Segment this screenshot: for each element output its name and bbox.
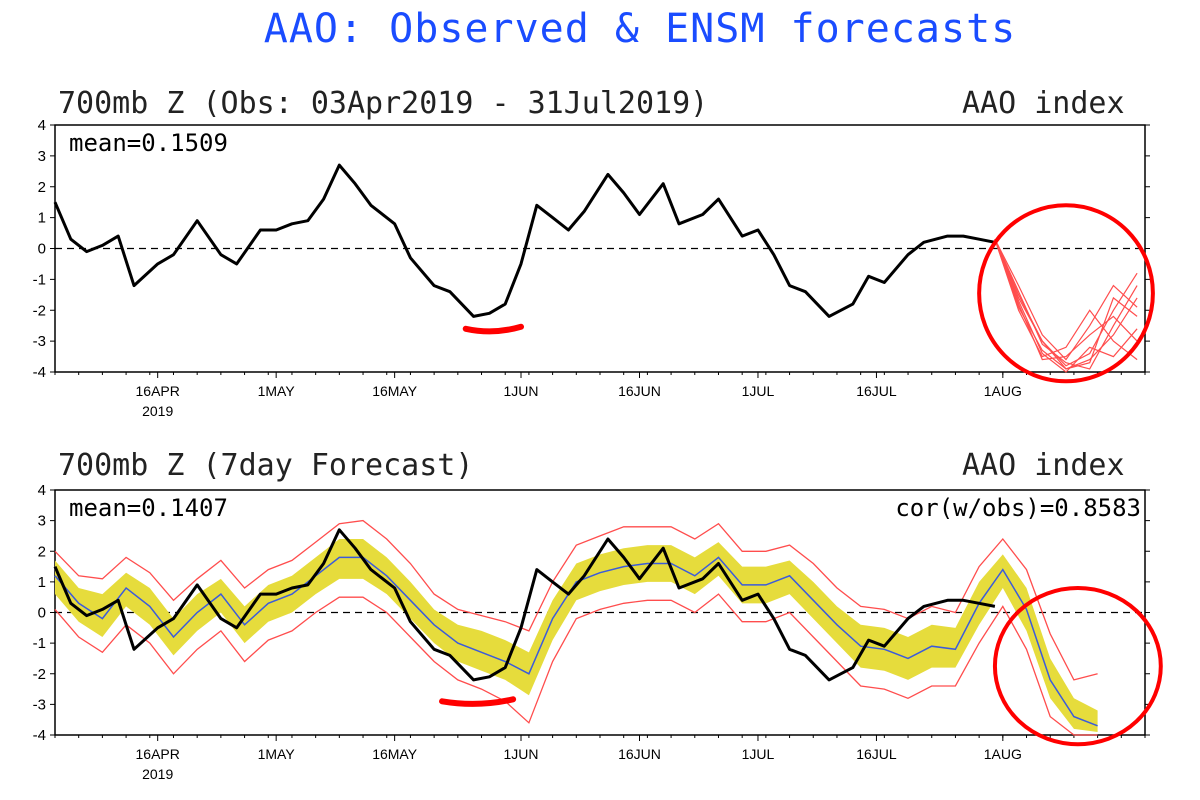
ensemble-member-line (994, 238, 1138, 361)
y-tick-label: -1 (33, 635, 46, 652)
x-tick-label: 16MAY (372, 383, 418, 399)
ensemble-member-line (994, 238, 1138, 370)
x-tick-label: 16APR (136, 383, 180, 399)
observed-line (53, 528, 996, 682)
observed-line (53, 163, 996, 318)
y-tick-label: 3 (38, 148, 46, 165)
annotation-underline (439, 696, 517, 707)
panel-1: 4 3 2 1 0 -1 -2 -3 -4 16APR 2019 1MAY 16MAY 1JUN 16JUN… (33, 117, 1155, 419)
main-title: AAO: Observed & ENSM forecasts (263, 6, 1017, 52)
x-tick-label: 16JUL (856, 746, 897, 762)
x-tick-label: 1JUN (504, 746, 539, 762)
y-tick-label: 0 (38, 241, 46, 258)
mean-label: mean=0.1509 (69, 129, 228, 157)
y-tick-label: -3 (33, 696, 46, 713)
y-tick-label: -4 (33, 727, 46, 744)
mean-label: mean=0.1407 (69, 494, 228, 522)
ensemble-member-line (994, 238, 1138, 370)
x-tick-label: 16APR (136, 746, 180, 762)
x-tick-label: 1JUL (742, 383, 775, 399)
y-tick-label: -1 (33, 271, 46, 288)
y-tick-label: -2 (33, 666, 46, 683)
ensemble-min-line (54, 593, 1098, 736)
ensemble-member-line (994, 238, 1138, 361)
ensemble-band (55, 539, 1098, 732)
y-tick-label: 2 (38, 179, 46, 196)
correlation-label: cor(w/obs)=0.8583 (895, 494, 1141, 522)
y-tick-label: 2 (38, 543, 46, 560)
y-tick-label: 1 (38, 210, 46, 227)
x-tick-label: 1JUN (504, 383, 539, 399)
y-tick-label: 0 (38, 605, 46, 622)
y-tick-label: 4 (38, 482, 46, 499)
y-tick-label: 1 (38, 574, 46, 591)
x-tick-sublabel: 2019 (142, 766, 173, 782)
ensemble-member-line (994, 238, 1138, 367)
y-tick-label: 3 (38, 513, 46, 530)
x-tick-label: 16JUL (856, 383, 897, 399)
y-tick-label: -3 (33, 333, 46, 350)
panel1-right-label: AAO index (962, 86, 1125, 121)
x-tick-label: 1MAY (258, 383, 296, 399)
panel-2: 4 3 2 1 0 -1 -2 -3 -4 16APR 2019 1MAY 16MAY 1JUN 16JUN… (33, 482, 1163, 782)
y-tick-label: -4 (33, 364, 46, 381)
ensemble-mean-line (54, 556, 1098, 727)
annotation-circle (992, 586, 1163, 747)
x-tick-label: 1AUG (984, 746, 1022, 762)
x-tick-label: 1AUG (984, 383, 1022, 399)
ensemble-member-line (994, 238, 1138, 373)
x-tick-sublabel: 2019 (142, 403, 173, 419)
ensemble-member-line (994, 239, 1138, 361)
x-tick-label: 16JUN (618, 746, 661, 762)
ensemble-max-line (54, 519, 1098, 681)
annotation-circle (977, 203, 1155, 384)
panel2-right-label: AAO index (962, 448, 1125, 483)
y-tick-label: -2 (33, 302, 46, 319)
x-tick-label: 16JUN (618, 383, 661, 399)
panel2-title: 700mb Z (7day Forecast) (58, 448, 474, 483)
x-tick-label: 1MAY (258, 746, 296, 762)
panel1-title: 700mb Z (Obs: 03Apr2019 - 31Jul2019) (58, 86, 709, 121)
y-tick-label: 4 (38, 117, 46, 134)
x-tick-label: 16MAY (372, 746, 418, 762)
annotation-underline (462, 323, 525, 335)
x-tick-label: 1JUL (742, 746, 775, 762)
